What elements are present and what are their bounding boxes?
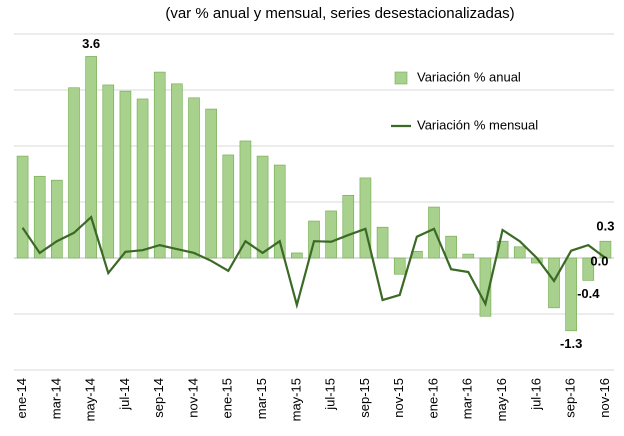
x-tick-label: sep-15 (357, 378, 372, 418)
x-tick-label: mar-16 (460, 378, 475, 419)
bar (308, 220, 320, 259)
bar (445, 235, 457, 259)
bar (479, 257, 492, 317)
bar (273, 164, 286, 259)
legend-label: Variación % mensual (417, 117, 538, 132)
line (21, 215, 607, 310)
bar (222, 154, 235, 259)
x-tick-label: nov-15 (391, 378, 406, 418)
x-tick-label: mar-15 (254, 378, 269, 419)
bar (16, 155, 29, 259)
bar (239, 140, 252, 259)
bar (188, 97, 200, 259)
x-tick-label: ene-14 (14, 378, 29, 418)
bar (393, 257, 406, 275)
x-tick-label: nov-16 (597, 378, 612, 418)
bar (51, 179, 63, 259)
bar (342, 194, 355, 259)
bar (153, 71, 166, 259)
x-tick-label: may-14 (83, 378, 98, 421)
legend-label: Variación % anual (417, 69, 521, 84)
bar (119, 90, 132, 259)
bar (428, 206, 440, 259)
bar (256, 155, 269, 259)
x-tick-label: jul-16 (528, 378, 543, 411)
x-tick-label: sep-14 (151, 378, 166, 418)
bar (325, 210, 337, 259)
bar (513, 246, 526, 259)
chart-title: (var % anual y mensual, series desestaci… (165, 5, 514, 22)
x-tick-label: jul-15 (323, 378, 338, 411)
x-tick-label: may-16 (494, 378, 509, 421)
bar (376, 226, 389, 259)
bar (136, 98, 149, 259)
bar (68, 87, 80, 259)
x-tick-label: jul-14 (117, 378, 132, 411)
x-tick-label: ene-16 (425, 378, 440, 418)
x-tick-label: may-15 (288, 378, 303, 421)
bar (565, 257, 577, 332)
x-tick-label: nov-14 (185, 378, 200, 418)
bar (85, 56, 97, 259)
data-label: 3.6 (82, 36, 100, 51)
data-label: 0.3 (596, 219, 614, 234)
bar (102, 84, 115, 259)
bar (359, 177, 372, 259)
data-label: -0.4 (577, 286, 600, 301)
legend-swatch (394, 71, 408, 85)
data-label: -1.3 (560, 336, 582, 351)
bar (205, 108, 217, 259)
x-tick-label: mar-14 (48, 378, 63, 419)
bar (548, 257, 560, 309)
x-tick-label: sep-16 (563, 378, 578, 418)
bar (291, 252, 303, 259)
bar (33, 175, 46, 259)
bar (171, 83, 183, 259)
data-label: 0.0 (590, 253, 608, 268)
x-tick-label: ene-15 (220, 378, 235, 418)
bar (582, 257, 595, 281)
bar (462, 253, 475, 259)
